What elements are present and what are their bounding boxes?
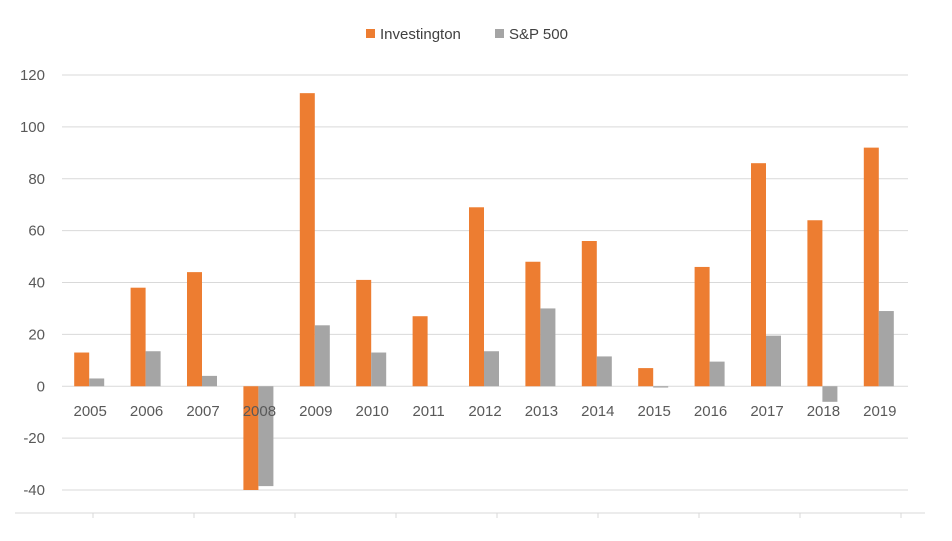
bar-investington-2012: [469, 207, 484, 387]
x-category-label: 2012: [468, 403, 501, 420]
y-axis-tick-labels: -40 -20 0 20 40 60 80 100 120: [20, 67, 45, 499]
bar-investington-2016: [694, 266, 710, 387]
x-axis: [15, 512, 925, 518]
bar-s-p-500-2014: [596, 356, 612, 387]
x-category-label: 2009: [299, 403, 332, 420]
bars: [74, 93, 894, 490]
legend-label: S&P 500: [509, 26, 568, 43]
y-tick-label: 120: [20, 67, 45, 84]
bar-investington-2010: [356, 279, 372, 387]
bar-s-p-500-2015: [653, 386, 669, 388]
bar-s-p-500-2008: [258, 386, 274, 487]
legend-label: Investington: [380, 26, 461, 43]
y-tick-label: 0: [37, 378, 45, 395]
x-category-label: 2017: [750, 403, 783, 420]
y-tick-label: -40: [23, 482, 45, 499]
bar-investington-2014: [581, 241, 597, 387]
y-tick-label: 100: [20, 119, 45, 136]
x-category-label: 2019: [863, 403, 896, 420]
x-category-label: 2010: [356, 403, 389, 420]
legend-swatch: [366, 29, 375, 38]
bar-investington-2017: [751, 163, 766, 387]
bar-s-p-500-2018: [822, 386, 838, 402]
x-category-label: 2007: [186, 403, 219, 420]
bar-investington-2019: [863, 147, 879, 387]
bar-investington-2009: [299, 93, 315, 387]
bar-s-p-500-2010: [371, 352, 387, 387]
x-category-label: 2018: [807, 403, 840, 420]
bar-s-p-500-2017: [766, 335, 781, 387]
bar-s-p-500-2007: [202, 375, 217, 387]
bar-s-p-500-2012: [484, 351, 499, 387]
y-tick-label: 60: [28, 223, 45, 240]
legend-swatch: [495, 29, 504, 38]
bar-s-p-500-2016: [709, 361, 725, 387]
legend: Investington S&P 500: [366, 26, 568, 43]
bar-investington-2018: [807, 220, 823, 387]
bar-investington-2011: [412, 316, 428, 387]
bar-investington-2007: [187, 272, 202, 387]
bar-investington-2013: [525, 261, 541, 387]
bar-investington-2005: [74, 352, 90, 387]
y-tick-label: 80: [28, 171, 45, 188]
x-category-label: 2014: [581, 403, 614, 420]
bar-s-p-500-2009: [314, 325, 330, 387]
bar-s-p-500-2005: [89, 378, 105, 387]
y-tick-label: 20: [28, 326, 45, 343]
bar-investington-2006: [130, 287, 146, 387]
bar-s-p-500-2013: [540, 308, 556, 387]
x-category-label: 2013: [525, 403, 558, 420]
x-axis-category-labels: 2005 2006 2007 2008 2009 2010 2011 2012 2013 2014…: [74, 403, 897, 420]
x-category-label: 2016: [694, 403, 727, 420]
bar-s-p-500-2006: [145, 351, 161, 387]
y-tick-label: 40: [28, 275, 45, 292]
x-category-label: 2011: [412, 403, 444, 420]
bar-investington-2008: [243, 386, 259, 490]
y-tick-label: -20: [23, 430, 45, 447]
x-category-label: 2015: [638, 403, 671, 420]
x-category-label: 2006: [130, 403, 163, 420]
x-category-label: 2005: [74, 403, 107, 420]
bar-s-p-500-2019: [878, 311, 894, 387]
bar-investington-2015: [638, 368, 654, 387]
x-category-label: 2008: [243, 403, 276, 420]
